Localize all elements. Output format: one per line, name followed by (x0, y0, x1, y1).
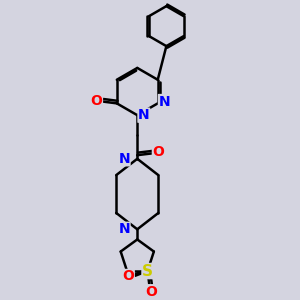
Text: O: O (145, 285, 157, 299)
Text: O: O (122, 269, 134, 284)
Text: N: N (158, 94, 170, 109)
Text: N: N (138, 108, 150, 122)
Text: S: S (142, 263, 153, 278)
Text: N: N (118, 222, 130, 236)
Text: N: N (118, 152, 130, 166)
Text: O: O (152, 145, 164, 159)
Text: O: O (91, 94, 102, 108)
